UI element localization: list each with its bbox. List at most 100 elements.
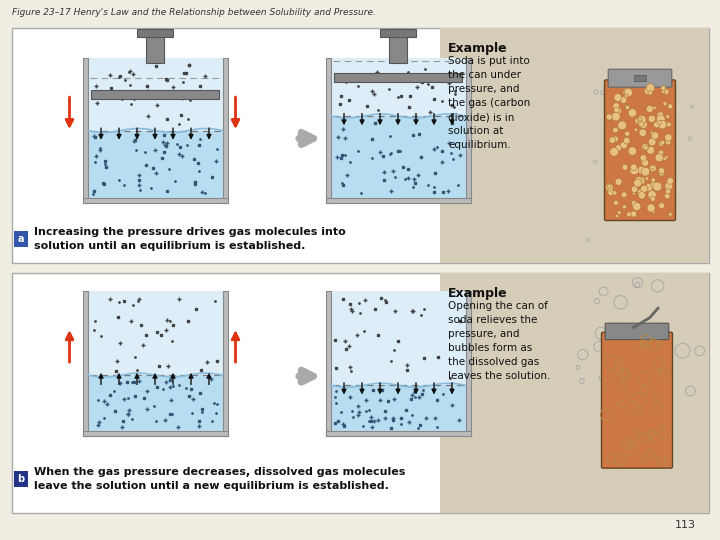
Circle shape: [613, 107, 619, 113]
Bar: [330, 58, 466, 116]
Circle shape: [624, 137, 630, 144]
Circle shape: [624, 89, 632, 97]
Circle shape: [665, 182, 672, 190]
Circle shape: [608, 189, 614, 195]
Bar: [330, 385, 466, 436]
Circle shape: [660, 140, 665, 145]
Bar: [88, 375, 222, 436]
Circle shape: [639, 117, 642, 121]
Bar: [83, 58, 88, 203]
Bar: [91, 90, 219, 99]
Circle shape: [659, 202, 663, 206]
Circle shape: [606, 184, 613, 191]
Bar: [634, 75, 646, 82]
Circle shape: [615, 214, 618, 218]
FancyBboxPatch shape: [606, 323, 669, 340]
Bar: [380, 29, 415, 37]
Circle shape: [661, 86, 666, 91]
Circle shape: [630, 166, 639, 175]
Circle shape: [614, 93, 622, 102]
Circle shape: [664, 89, 669, 94]
Circle shape: [665, 139, 671, 145]
Circle shape: [641, 167, 650, 176]
Circle shape: [654, 122, 660, 128]
Circle shape: [634, 179, 642, 187]
Circle shape: [631, 186, 638, 193]
Circle shape: [648, 191, 656, 199]
Circle shape: [650, 131, 654, 134]
Bar: [83, 431, 228, 436]
Bar: [14, 471, 28, 487]
Text: Example: Example: [448, 287, 508, 300]
Bar: [88, 291, 222, 375]
Circle shape: [658, 150, 664, 156]
Bar: [83, 198, 228, 203]
Bar: [12, 273, 709, 513]
Circle shape: [661, 90, 665, 93]
Circle shape: [626, 212, 631, 217]
Circle shape: [638, 192, 645, 199]
Circle shape: [625, 105, 629, 110]
Circle shape: [651, 132, 659, 139]
Circle shape: [647, 204, 655, 212]
Circle shape: [665, 134, 672, 141]
Circle shape: [640, 155, 647, 161]
Text: When the gas pressure decreases, dissolved gas molecules
leave the solution unti: When the gas pressure decreases, dissolv…: [34, 467, 405, 491]
Circle shape: [635, 118, 641, 124]
Circle shape: [606, 114, 612, 120]
Circle shape: [639, 122, 644, 127]
FancyBboxPatch shape: [608, 69, 672, 87]
Bar: [325, 431, 470, 436]
Circle shape: [613, 138, 617, 142]
Bar: [330, 291, 466, 385]
Circle shape: [633, 202, 641, 211]
Circle shape: [609, 137, 616, 143]
Circle shape: [615, 111, 621, 117]
Circle shape: [613, 200, 618, 205]
Circle shape: [641, 185, 648, 192]
Bar: [12, 28, 709, 263]
Text: Example: Example: [448, 42, 508, 55]
Bar: [440, 273, 709, 513]
Circle shape: [639, 129, 647, 137]
Circle shape: [634, 128, 638, 131]
Circle shape: [652, 211, 655, 213]
Bar: [325, 198, 470, 203]
Circle shape: [632, 192, 635, 195]
Bar: [88, 58, 222, 131]
Circle shape: [662, 157, 667, 161]
Bar: [325, 291, 330, 436]
Bar: [440, 28, 709, 263]
Circle shape: [624, 94, 628, 98]
Circle shape: [646, 84, 654, 92]
Circle shape: [639, 120, 647, 129]
Bar: [14, 231, 28, 247]
Bar: [146, 29, 163, 63]
Circle shape: [650, 196, 655, 201]
Circle shape: [610, 147, 618, 156]
Bar: [334, 72, 462, 82]
Circle shape: [616, 145, 621, 151]
Circle shape: [657, 112, 664, 119]
Circle shape: [666, 114, 670, 119]
Circle shape: [665, 188, 671, 194]
Circle shape: [631, 200, 636, 206]
Circle shape: [665, 193, 670, 199]
Bar: [138, 29, 173, 37]
Text: Figure 23–17 Henry's Law and the Relationship between Solubility and Pressure.: Figure 23–17 Henry's Law and the Relatio…: [12, 8, 376, 17]
Circle shape: [607, 185, 611, 188]
Circle shape: [654, 185, 660, 191]
Circle shape: [644, 87, 652, 95]
Circle shape: [631, 211, 636, 217]
Circle shape: [657, 120, 662, 125]
Bar: [390, 29, 407, 63]
Circle shape: [623, 88, 632, 97]
Circle shape: [622, 164, 628, 170]
Circle shape: [608, 139, 612, 143]
Circle shape: [667, 104, 672, 109]
Circle shape: [665, 138, 670, 143]
Circle shape: [651, 178, 655, 182]
Bar: [88, 131, 222, 203]
Bar: [325, 58, 330, 203]
Circle shape: [628, 147, 636, 156]
